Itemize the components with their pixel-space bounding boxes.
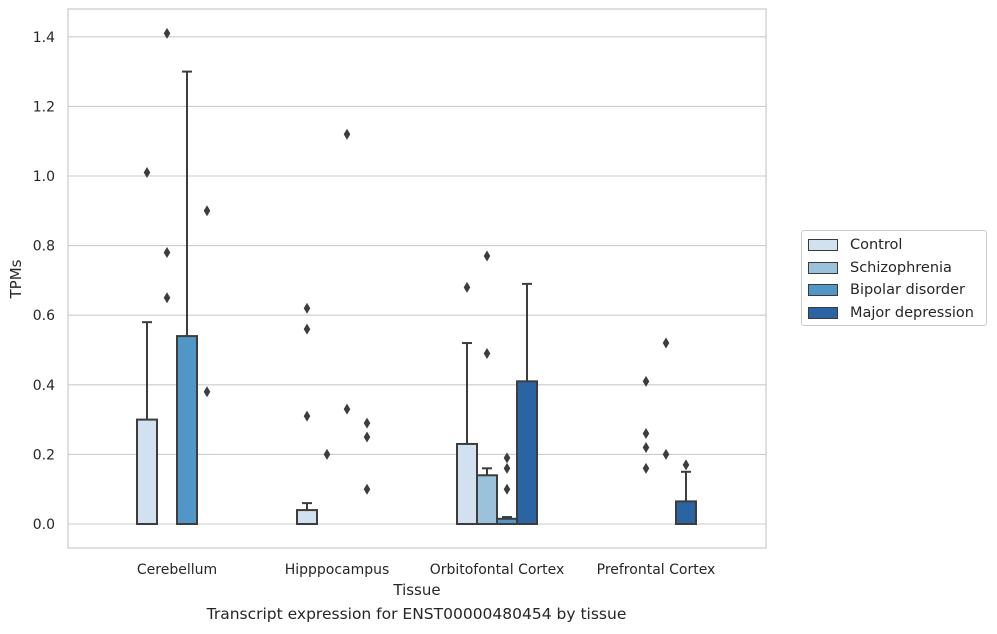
outlier-point [463,281,471,293]
bar [176,335,198,525]
y-tick-label: 1.0 [33,169,55,185]
outlier-point [483,347,491,359]
outlier-point [363,483,371,495]
outlier-point [163,247,171,259]
bar [516,380,538,525]
outlier-point [662,337,670,349]
outlier-point [163,292,171,304]
legend-item-major-depression: Major depression [808,302,986,325]
outlier-point [163,27,171,39]
outlier-point [682,459,690,471]
x-axis-label: Tissue [392,581,440,599]
outlier-point [303,302,311,314]
chart-caption: Transcript expression for ENST0000048045… [206,605,627,623]
legend-swatch [808,306,838,319]
outlier-point [323,448,331,460]
x-tick-label: Hipppocampus [285,562,390,578]
legend-item-bipolar-disorder: Bipolar disorder [808,279,986,302]
error-bars [142,70,691,519]
outliers [143,27,690,495]
outlier-point [363,417,371,429]
y-tick-label: 1.2 [33,99,55,115]
outlier-point [662,448,670,460]
legend-swatch [808,261,838,274]
legend-label: Control [850,237,903,254]
outlier-point [642,462,650,474]
x-tick-label: Orbitofontal Cortex [430,562,565,578]
legend-swatch [808,239,838,252]
y-tick-labels: 0.0 0.2 0.4 0.6 0.8 1.0 1.2 1.4 [33,30,55,533]
y-tick-label: 0.2 [33,447,55,463]
y-tick-label: 0.4 [33,378,55,394]
outlier-point [503,483,511,495]
bar [456,442,478,525]
outlier-point [303,410,311,422]
y-tick-label: 0.0 [33,517,55,533]
legend-swatch [808,284,838,297]
outlier-point [503,462,511,474]
legend-item-control: Control [808,234,986,257]
bar [675,500,697,526]
legend: Control Schizophrenia Bipolar disorder M… [801,230,987,326]
y-tick-label: 1.4 [33,30,55,46]
legend-item-schizophrenia: Schizophrenia [808,257,986,280]
bar [476,474,498,525]
bar [136,418,158,526]
outlier-point [203,386,211,398]
legend-label: Schizophrenia [850,259,952,276]
bar [496,517,518,526]
y-tick-label: 0.6 [33,308,55,324]
outlier-point [503,452,511,464]
legend-label: Bipolar disorder [850,282,965,299]
outlier-point [483,250,491,262]
legend-label: Major depression [850,304,974,321]
outlier-point [363,431,371,443]
outlier-point [642,441,650,453]
outlier-point [642,375,650,387]
x-tick-label: Cerebellum [137,562,217,578]
outlier-point [303,323,311,335]
plot-area [67,8,767,549]
outlier-point [343,403,351,415]
outlier-point [143,167,151,179]
outlier-point [203,205,211,217]
outlier-point [343,128,351,140]
outlier-point [642,428,650,440]
x-tick-label: Prefrontal Cortex [597,562,716,578]
x-tick-labels: Cerebellum Hipppocampus Orbitofontal Corte… [137,562,715,578]
y-tick-label: 0.8 [33,239,55,255]
y-axis-label: TPMs [7,259,25,299]
bar [296,509,318,525]
